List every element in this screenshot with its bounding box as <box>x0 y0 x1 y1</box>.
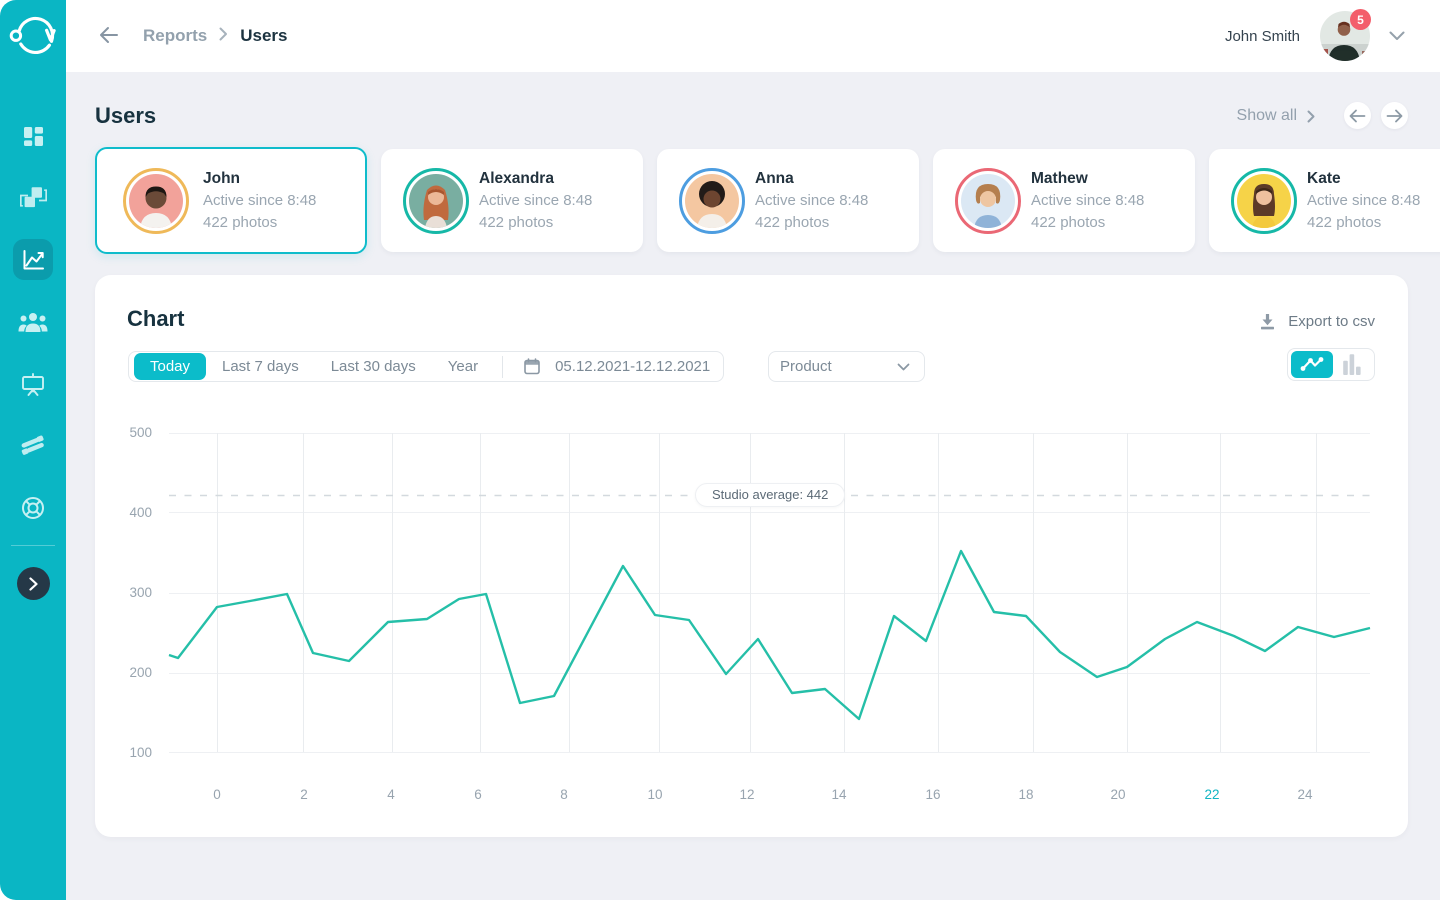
svg-text:200: 200 <box>129 665 152 680</box>
svg-text:16: 16 <box>925 787 940 802</box>
svg-text:14: 14 <box>831 787 847 802</box>
svg-text:12: 12 <box>739 787 754 802</box>
svg-text:24: 24 <box>1297 787 1313 802</box>
svg-text:300: 300 <box>129 585 152 600</box>
svg-text:20: 20 <box>1110 787 1125 802</box>
svg-text:100: 100 <box>129 745 152 760</box>
svg-text:22: 22 <box>1204 787 1219 802</box>
svg-text:400: 400 <box>129 505 152 520</box>
svg-text:500: 500 <box>129 425 152 440</box>
svg-text:6: 6 <box>474 787 482 802</box>
svg-text:4: 4 <box>387 787 395 802</box>
svg-text:18: 18 <box>1018 787 1033 802</box>
svg-text:8: 8 <box>560 787 568 802</box>
svg-text:2: 2 <box>300 787 308 802</box>
svg-text:0: 0 <box>213 787 221 802</box>
svg-text:10: 10 <box>647 787 662 802</box>
